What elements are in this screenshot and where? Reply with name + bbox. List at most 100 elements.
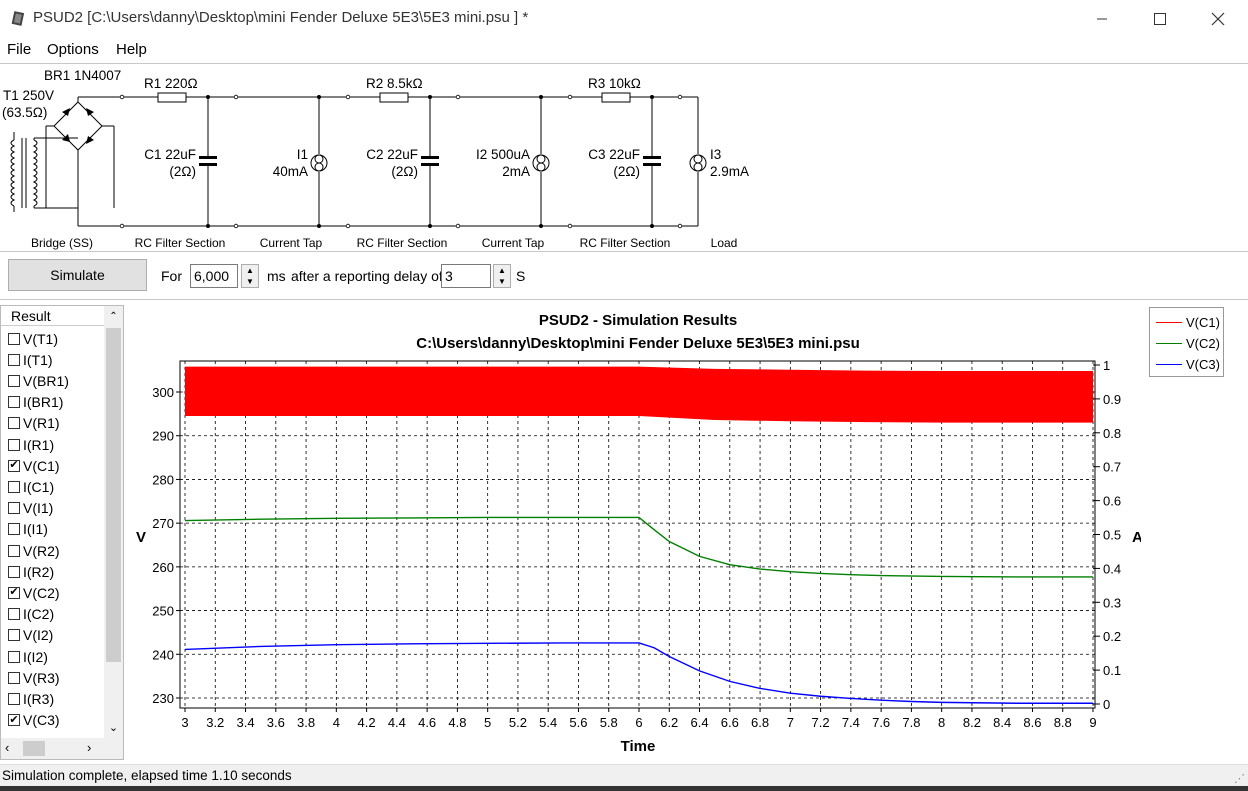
- result-item[interactable]: I(T1): [8, 349, 53, 370]
- checkbox-icon[interactable]: [8, 692, 20, 705]
- y-tick-label: 260: [152, 560, 174, 575]
- x-tick-label: 6: [635, 715, 642, 730]
- x-tick-label: 4.2: [358, 715, 376, 730]
- checked-checkbox-icon[interactable]: ✔: [8, 713, 20, 727]
- checkbox-icon[interactable]: [8, 671, 20, 684]
- x-tick-label: 7.4: [842, 715, 860, 730]
- maximize-icon[interactable]: [1131, 0, 1189, 38]
- result-item[interactable]: I(C2): [8, 604, 54, 625]
- duration-spinner[interactable]: ▲ ▼: [241, 264, 259, 288]
- result-item[interactable]: V(BR1): [8, 370, 69, 391]
- checkbox-icon[interactable]: [8, 650, 20, 663]
- x-tick-label: 4.6: [418, 715, 436, 730]
- result-item[interactable]: I(I2): [8, 646, 48, 667]
- vertical-scrollbar[interactable]: ⌃ ⌄: [104, 306, 123, 740]
- result-item-label: I(I2): [23, 648, 48, 665]
- vertical-scroll-thumb[interactable]: [106, 328, 121, 662]
- y2-tick-label: 0.7: [1103, 460, 1121, 475]
- result-item[interactable]: I(R3): [8, 688, 54, 709]
- resize-grip-icon[interactable]: ⋰: [1234, 773, 1245, 785]
- result-item[interactable]: V(T1): [8, 328, 58, 349]
- chart-title: PSUD2 - Simulation Results: [539, 312, 737, 329]
- sim-divider: [0, 299, 1248, 300]
- result-item[interactable]: I(BR1): [8, 392, 63, 413]
- spin-up-icon[interactable]: ▲: [498, 265, 506, 275]
- menu-options[interactable]: Options: [47, 41, 99, 58]
- scroll-right-icon[interactable]: ›: [87, 740, 92, 755]
- legend-entry: V(C3): [1156, 354, 1220, 374]
- delay-spinner[interactable]: ▲ ▼: [493, 264, 511, 288]
- delay-input[interactable]: [441, 264, 491, 288]
- section-label: Bridge (SS): [31, 236, 93, 250]
- spin-up-icon[interactable]: ▲: [246, 265, 254, 275]
- x-tick-label: 8.8: [1054, 715, 1072, 730]
- checkbox-icon[interactable]: [8, 523, 20, 536]
- checked-checkbox-icon[interactable]: ✔: [8, 459, 20, 472]
- c1-esr: (2Ω): [169, 164, 196, 179]
- window-bottom-edge: [0, 786, 1248, 791]
- legend-swatch: [1156, 342, 1182, 344]
- x-tick-label: 3.2: [206, 715, 224, 730]
- section-label: Current Tap: [482, 236, 545, 250]
- checkbox-icon[interactable]: [8, 396, 20, 409]
- result-item-label: I(C2): [23, 606, 55, 623]
- ms-label: ms: [267, 268, 286, 284]
- y-axis-label: V: [136, 529, 146, 546]
- result-item[interactable]: I(C1): [8, 476, 54, 497]
- checkbox-icon[interactable]: [8, 565, 20, 578]
- close-icon[interactable]: [1189, 0, 1247, 38]
- circuit-schematic: T1 250V (63.5Ω) BR1 1N4007 R1 220Ω R2 8.…: [2, 68, 749, 250]
- for-label: For: [161, 268, 182, 284]
- scroll-down-icon[interactable]: ⌄: [108, 721, 119, 734]
- checkbox-icon[interactable]: [8, 374, 20, 387]
- checkbox-icon[interactable]: [8, 480, 20, 493]
- checkbox-icon[interactable]: [8, 544, 20, 557]
- spin-down-icon[interactable]: ▼: [246, 276, 254, 286]
- result-item-label: V(BR1): [23, 372, 69, 389]
- checkbox-icon[interactable]: [8, 629, 20, 642]
- spin-down-icon[interactable]: ▼: [498, 276, 506, 286]
- checkbox-icon[interactable]: [8, 332, 20, 345]
- i2-label: I2 500uA: [476, 147, 530, 162]
- minimize-icon[interactable]: [1073, 0, 1131, 38]
- result-item[interactable]: V(R2): [8, 540, 60, 561]
- legend-entry: V(C2): [1156, 333, 1220, 353]
- checkbox-icon[interactable]: [8, 417, 20, 430]
- result-list[interactable]: Result ⌃ ⌄ ‹ › V(T1) I(T1) V(BR1) I(BR1) V(R…: [0, 305, 124, 760]
- result-item-label: I(T1): [23, 351, 53, 368]
- result-item-label: V(R2): [23, 542, 60, 559]
- checkbox-icon[interactable]: [8, 502, 20, 515]
- duration-input[interactable]: [190, 264, 238, 288]
- result-item[interactable]: ✔ V(C1): [8, 455, 60, 476]
- result-item[interactable]: I(R1): [8, 434, 54, 455]
- checkbox-icon[interactable]: [8, 353, 20, 366]
- checkbox-icon[interactable]: [8, 438, 20, 451]
- transformer-label: T1 250V: [3, 88, 54, 103]
- result-item-label: V(R1): [23, 415, 60, 432]
- result-item[interactable]: V(I1): [8, 498, 53, 519]
- result-item-label: V(T1): [23, 330, 58, 347]
- y2-tick-label: 1: [1103, 358, 1110, 373]
- chart-subtitle: C:\Users\danny\Desktop\mini Fender Delux…: [416, 335, 859, 352]
- result-item[interactable]: ✔ V(C3): [8, 710, 60, 731]
- horizontal-scrollbar[interactable]: ‹ ›: [1, 738, 123, 759]
- menu-help[interactable]: Help: [116, 41, 147, 58]
- result-item[interactable]: I(I1): [8, 519, 48, 540]
- legend-swatch: [1156, 363, 1182, 365]
- result-header[interactable]: Result: [1, 306, 105, 326]
- y2-tick-label: 0: [1103, 697, 1110, 712]
- result-item[interactable]: V(I2): [8, 625, 53, 646]
- scroll-left-icon[interactable]: ‹: [5, 740, 10, 755]
- section-label: RC Filter Section: [357, 236, 448, 250]
- result-item[interactable]: I(R2): [8, 561, 54, 582]
- scroll-up-icon[interactable]: ⌃: [109, 310, 118, 322]
- result-item[interactable]: V(R1): [8, 413, 60, 434]
- r1-label: R1 220Ω: [144, 76, 198, 91]
- checked-checkbox-icon[interactable]: ✔: [8, 586, 20, 599]
- checkbox-icon[interactable]: [8, 608, 20, 621]
- result-item[interactable]: V(R3): [8, 667, 60, 688]
- result-item[interactable]: ✔ V(C2): [8, 582, 60, 603]
- menu-file[interactable]: File: [7, 41, 32, 58]
- simulate-button[interactable]: Simulate: [8, 259, 147, 291]
- horizontal-scroll-thumb[interactable]: [23, 741, 45, 756]
